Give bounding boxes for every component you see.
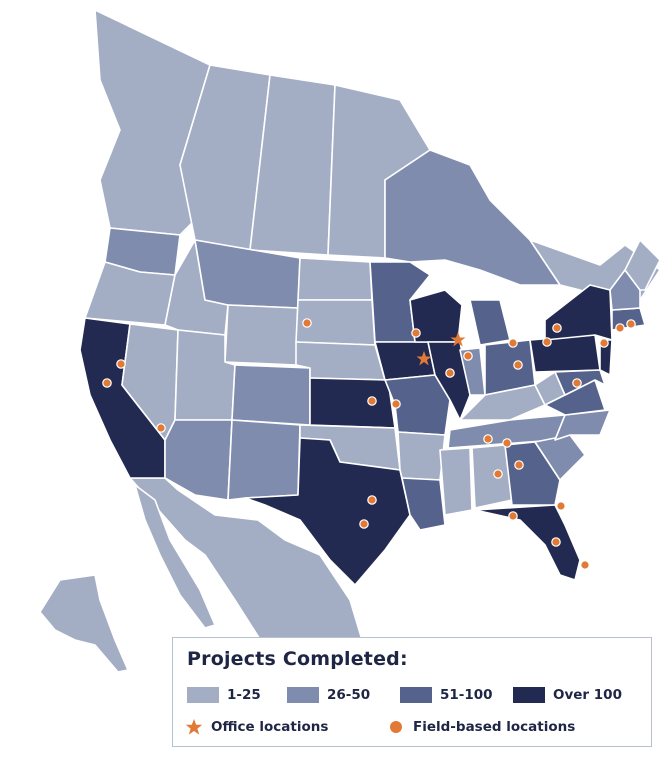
field-marker <box>508 338 518 348</box>
legend-label-26-50: 26-50 <box>327 687 371 703</box>
field-marker <box>367 396 377 406</box>
field-marker <box>411 328 421 338</box>
field-marker <box>626 319 636 329</box>
field-marker <box>513 360 523 370</box>
field-marker <box>359 519 369 529</box>
field-marker <box>156 423 166 433</box>
legend-label-over-100: Over 100 <box>553 687 622 703</box>
region-wyoming <box>224 304 299 366</box>
dot-icon <box>390 721 402 733</box>
legend-item-51-100: 51-100 <box>400 686 493 704</box>
legend-swatch-over-100 <box>513 687 545 703</box>
field-marker <box>551 537 561 547</box>
legend-swatch-26-50 <box>287 687 319 703</box>
field-marker <box>542 337 552 347</box>
region-colorado <box>231 364 311 426</box>
legend-label-51-100: 51-100 <box>440 687 493 703</box>
field-marker <box>599 338 609 348</box>
field-markers <box>102 318 636 570</box>
region-nebraska <box>295 341 386 381</box>
legend-swatch-51-100 <box>400 687 432 703</box>
office-marker <box>450 332 466 347</box>
field-marker <box>502 438 512 448</box>
field-marker <box>508 511 518 521</box>
field-marker <box>367 495 377 505</box>
field-marker <box>514 460 524 470</box>
field-marker <box>552 323 562 333</box>
field-marker <box>463 351 473 361</box>
region-new-jersey <box>599 339 613 376</box>
field-marker <box>116 359 126 369</box>
legend-item-over-100: Over 100 <box>513 686 622 704</box>
legend-item-1-25: 1-25 <box>187 686 261 704</box>
region-baja <box>134 484 216 629</box>
field-marker <box>445 368 455 378</box>
region-florida <box>474 504 581 581</box>
region-michigan <box>469 299 511 346</box>
field-marker <box>493 469 503 479</box>
legend-item-office: Office locations <box>185 718 328 736</box>
region-texas <box>244 437 411 586</box>
region-mississippi <box>439 447 473 516</box>
star-icon <box>185 719 203 735</box>
legend-item-field: Field-based locations <box>387 718 575 736</box>
region-alaska <box>39 574 129 673</box>
region-north-dakota <box>297 257 373 301</box>
legend-label-field: Field-based locations <box>413 719 576 735</box>
field-marker <box>615 323 625 333</box>
field-marker <box>580 560 590 570</box>
region-maine <box>624 239 661 291</box>
field-marker <box>102 378 112 388</box>
region-georgia <box>504 441 561 506</box>
legend-label-office: Office locations <box>211 719 329 735</box>
legend: Projects Completed: 1-25 26-50 51-100 Ov… <box>172 637 652 747</box>
region-louisiana <box>401 477 446 531</box>
field-marker <box>483 434 493 444</box>
region-arkansas <box>397 431 446 481</box>
region-pennsylvania <box>529 334 601 373</box>
legend-label-1-25: 1-25 <box>227 687 261 703</box>
legend-title: Projects Completed: <box>187 648 408 670</box>
region-virginia <box>544 379 606 416</box>
field-marker <box>302 318 312 328</box>
legend-swatch-1-25 <box>187 687 219 703</box>
legend-item-26-50: 26-50 <box>287 686 370 704</box>
field-marker <box>391 399 401 409</box>
region-kansas <box>309 377 396 429</box>
office-markers <box>416 332 466 366</box>
region-north-carolina <box>554 409 611 441</box>
office-marker <box>416 351 432 366</box>
field-marker <box>556 501 566 511</box>
region-new-mexico <box>227 419 301 501</box>
field-marker <box>572 378 582 388</box>
